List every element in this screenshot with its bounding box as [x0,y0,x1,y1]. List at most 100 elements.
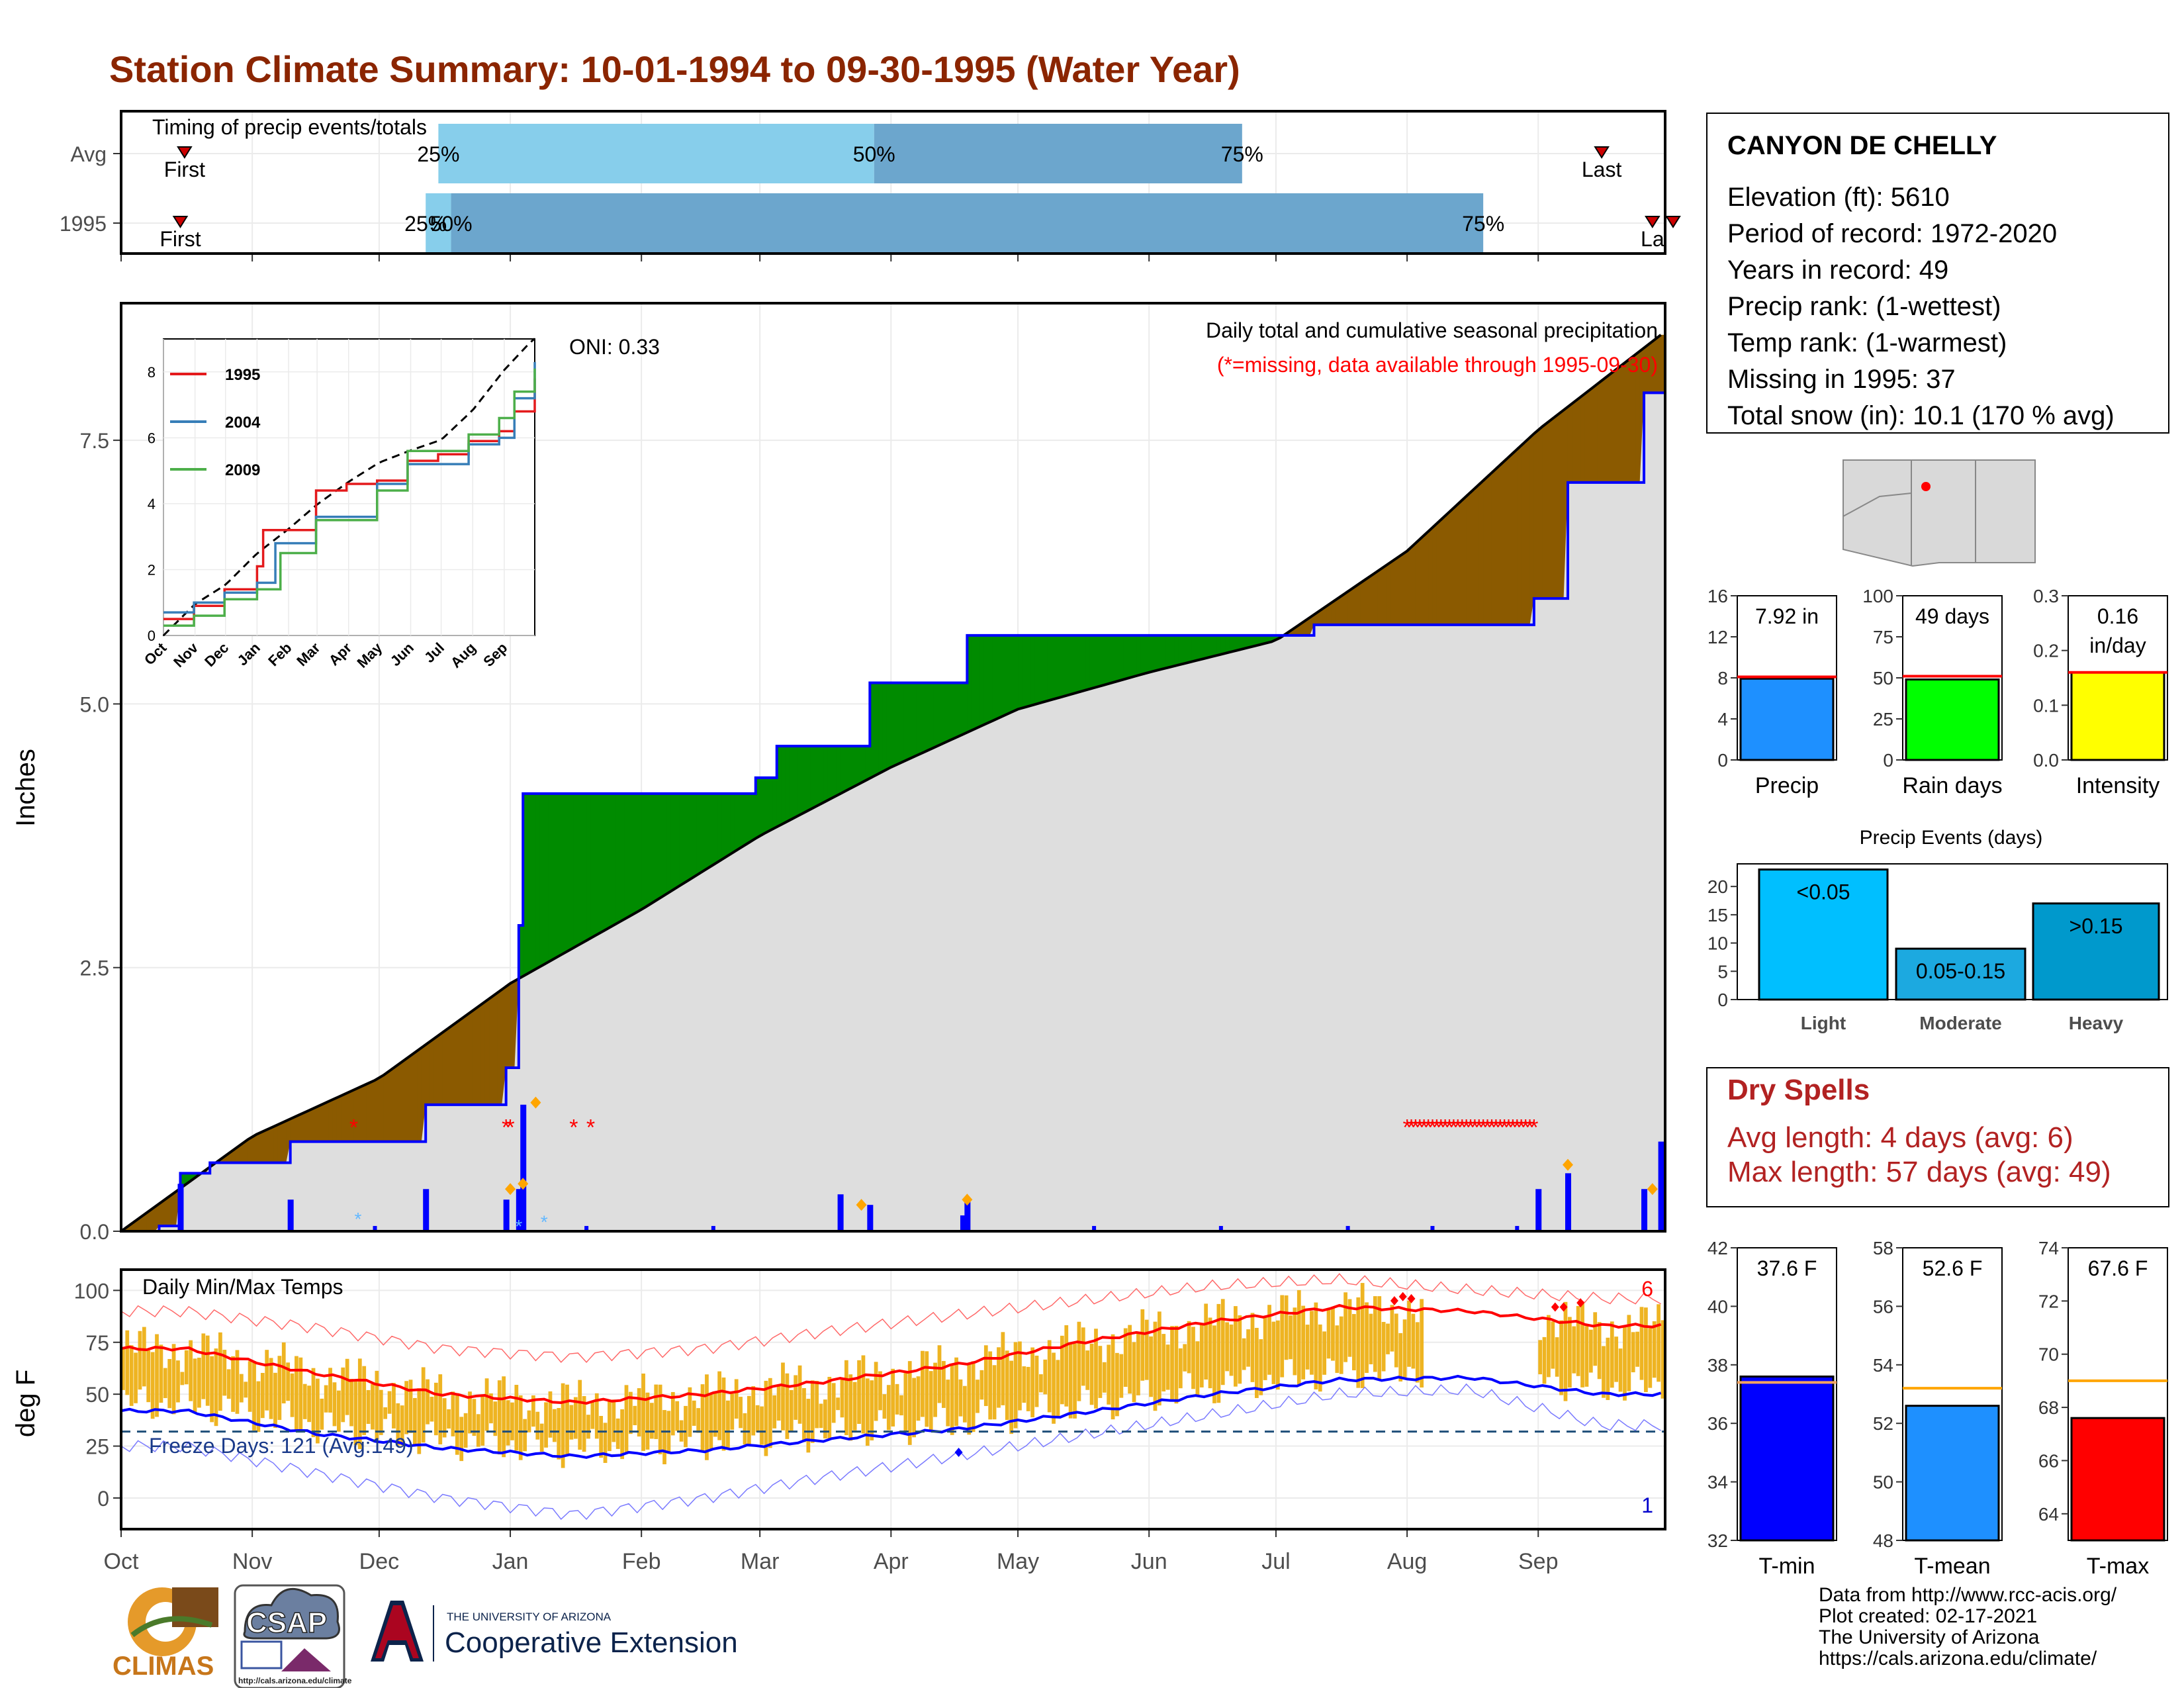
tmean-summary-label: T-mean [1914,1554,1990,1579]
precip-anomaly-fill [1077,635,1082,692]
precip-anomaly-fill [273,1125,279,1163]
oni-label: ONI: 0.33 [569,335,660,359]
precip-anomaly-fill [696,793,702,874]
precip-anomaly-fill [1339,596,1344,625]
month-axis-label: Mar [741,1549,780,1574]
daily-temp-bar [235,1350,240,1414]
precip-anomaly-fill [1068,635,1073,694]
events-title: Precip Events (days) [1860,827,2043,849]
precip-anomaly-fill [1576,399,1581,483]
observed-cumulative-line [121,391,1665,1233]
daily-temp-bar [705,1374,709,1460]
precip-anomaly-fill [222,1156,228,1163]
daily-precip-bar [584,1226,589,1231]
daily-temp-bar [1644,1307,1648,1393]
precip-anomaly-fill [717,793,723,861]
daily-temp-bar [573,1397,578,1439]
precip-anomaly-fill [256,1133,261,1163]
daily-temp-bar [1275,1320,1280,1390]
daily-temp-bar [730,1393,735,1430]
precip-anomaly-fill [1529,436,1535,625]
dry-spell-avg: Avg length: 4 days (avg: 6) [1727,1121,2073,1154]
daily-precip-bar [960,1215,966,1231]
precip-anomaly-fill [531,793,536,970]
daily-temp-bar [954,1357,958,1427]
precip-anomaly-fill [1246,635,1251,648]
precip-anomaly-fill [1618,365,1623,483]
daily-temp-bar [886,1385,891,1430]
precip-anomaly-fill [1119,635,1124,680]
daily-temp-bar [539,1423,544,1452]
missing-data-marker: * [1479,1115,1488,1141]
daily-temp-bar [548,1391,553,1438]
temp-y-tick-label: 25 [85,1435,109,1459]
daily-temp-bar [295,1356,298,1432]
precip-anomaly-fill [1381,567,1387,625]
precip-event-category: Moderate [1919,1013,2001,1033]
precip-anomaly-fill [189,1173,194,1181]
precip-anomaly-fill [421,1046,426,1142]
daily-temp-bar [1555,1337,1559,1377]
precip-anomaly-fill [950,682,955,739]
precip-anomaly-fill [1479,482,1484,625]
precip-anomaly-fill [1428,529,1433,625]
precip-anomaly-fill [277,1123,283,1163]
precip-anomaly-fill [1153,635,1158,671]
precip-anomaly-fill [375,1079,380,1142]
daily-temp-bar [929,1371,933,1430]
precip-anomaly-fill [1199,635,1205,659]
precip-anomaly-fill [721,793,727,859]
precip-anomaly-fill [484,1000,490,1105]
daily-temp-bar [1411,1313,1416,1369]
climas-logo: CLIMAS [113,1587,218,1681]
precip-anomaly-fill [349,1090,355,1142]
daily-precip-bar [423,1189,430,1231]
daily-precip-bar [867,1205,874,1231]
daily-temp-bar [125,1330,130,1395]
precip-anomaly-fill [1475,486,1480,625]
daily-temp-bar [1293,1307,1297,1376]
precip-anomaly-fill [1089,635,1095,688]
daily-temp-bar [992,1365,997,1420]
hot-count: 6 [1641,1277,1653,1301]
precip-anomaly-fill [684,793,689,882]
precip-anomaly-fill [400,1061,405,1142]
daily-temp-bar [1271,1321,1276,1384]
station-temp-rank: Temp rank: (1-warmest) [1727,328,2007,357]
precip-anomaly-fill [366,1083,371,1142]
daily-temp-bar [1394,1313,1398,1368]
precip-anomaly-fill [925,682,930,751]
daily-precip-bar [1535,1189,1542,1231]
daily-temp-bar [810,1380,815,1443]
precip-anomaly-fill [1627,359,1632,483]
precip-anomaly-fill [265,1129,270,1163]
daily-temp-bar [717,1371,721,1440]
daily-temp-bar [218,1332,222,1411]
cold-count: 1 [1641,1493,1653,1517]
heavy-event-marker [1647,1183,1658,1196]
precip-anomaly-fill [1551,418,1556,599]
daily-temp-bar [815,1381,819,1429]
precip-anomaly-fill [226,1153,232,1163]
daily-temp-bar [1310,1311,1314,1375]
precip-anomaly-fill [1644,346,1649,393]
temp-title: Daily Min/Max Temps [142,1275,343,1299]
last-event-marker [1594,146,1610,159]
precip-anomaly-fill [1512,451,1518,625]
precip-anomaly-fill [302,1112,308,1142]
tmax-summary-tick-label: 70 [2038,1344,2059,1365]
daily-temp-bar [459,1417,464,1462]
precip-anomaly-fill [1289,630,1294,635]
precip-anomaly-fill [167,1196,173,1227]
ua-logo: THE UNIVERSITY OF ARIZONA Cooperative Ex… [361,1595,738,1668]
daily-temp-bar [184,1350,189,1385]
month-axis-label: Feb [622,1549,661,1574]
timing-percent-label: 50% [853,142,895,166]
daily-temp-bar [430,1397,434,1422]
precip-anomaly-fill [1060,635,1065,697]
precip-anomaly-fill [755,777,760,837]
daily-temp-bar [937,1345,942,1403]
precip-summary-value: 7.92 in [1755,604,1819,628]
missing-data-marker: * [1458,1115,1467,1141]
daily-temp-bar [1102,1362,1107,1393]
